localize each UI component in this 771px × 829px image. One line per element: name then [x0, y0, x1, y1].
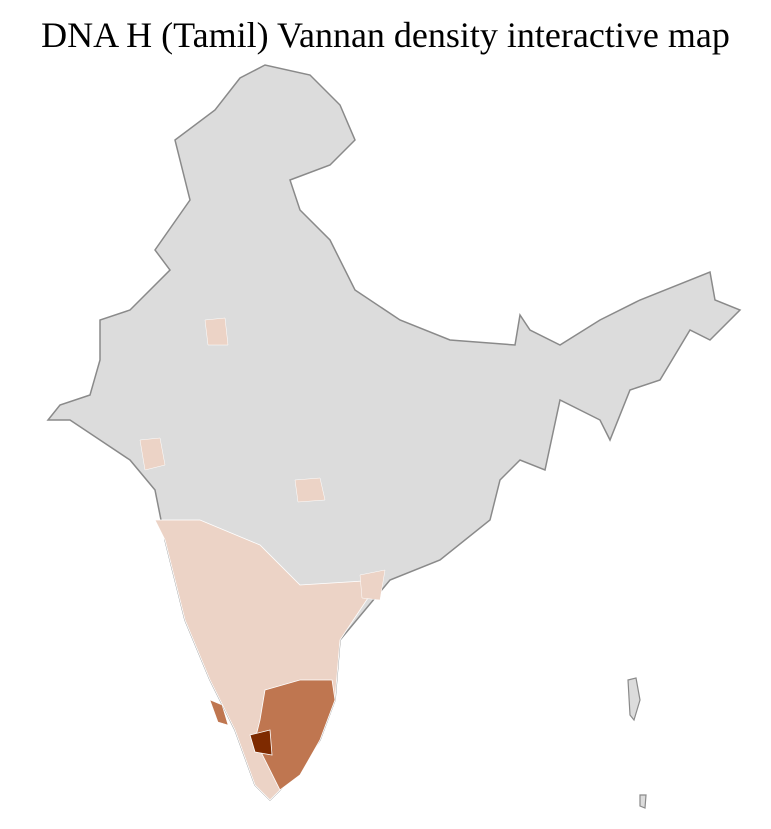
region-low-density[interactable] — [139, 437, 166, 471]
andaman-nicobar-islands — [627, 677, 647, 809]
map-title: DNA H (Tamil) Vannan density interactive… — [41, 15, 730, 55]
region-highest-density[interactable] — [249, 729, 273, 756]
region-medium-density-kerala[interactable] — [209, 699, 229, 726]
region-low-density[interactable] — [359, 569, 386, 601]
region-low-density[interactable] — [204, 317, 229, 346]
region-low-density[interactable] — [294, 477, 326, 503]
